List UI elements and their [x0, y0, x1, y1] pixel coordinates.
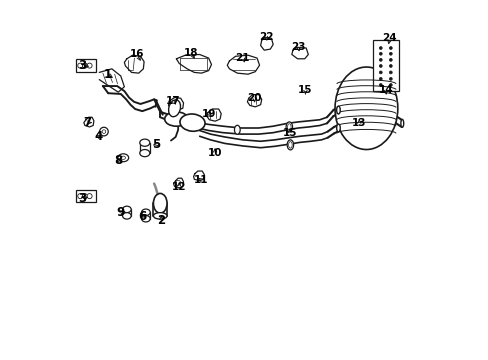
- Text: 8: 8: [114, 154, 122, 167]
- Circle shape: [388, 71, 391, 74]
- Ellipse shape: [168, 100, 180, 117]
- Text: 1: 1: [103, 68, 111, 81]
- Ellipse shape: [334, 67, 397, 149]
- Text: 24: 24: [382, 33, 396, 43]
- Ellipse shape: [164, 112, 187, 126]
- Ellipse shape: [142, 216, 150, 222]
- Text: 22: 22: [258, 32, 273, 41]
- Text: 23: 23: [290, 42, 305, 52]
- Circle shape: [82, 194, 87, 199]
- Text: 7: 7: [83, 116, 91, 129]
- Ellipse shape: [140, 139, 149, 146]
- Ellipse shape: [121, 156, 125, 159]
- Text: 2: 2: [157, 214, 165, 227]
- Text: 17: 17: [165, 96, 180, 106]
- Text: 21: 21: [235, 53, 249, 63]
- Circle shape: [379, 84, 382, 86]
- Circle shape: [102, 130, 105, 134]
- Ellipse shape: [285, 122, 292, 132]
- Ellipse shape: [234, 125, 240, 134]
- Circle shape: [379, 77, 382, 80]
- Ellipse shape: [336, 124, 340, 132]
- Ellipse shape: [180, 114, 204, 131]
- Text: 4: 4: [94, 130, 102, 144]
- Ellipse shape: [122, 206, 131, 213]
- Text: 15: 15: [283, 129, 297, 138]
- Text: 12: 12: [172, 182, 186, 192]
- Text: 15: 15: [298, 85, 312, 95]
- Circle shape: [87, 63, 92, 68]
- Text: 19: 19: [201, 109, 215, 119]
- Text: 13: 13: [351, 118, 366, 128]
- Bar: [76, 190, 96, 202]
- Text: 20: 20: [247, 93, 261, 103]
- Circle shape: [388, 64, 391, 67]
- Circle shape: [175, 180, 180, 185]
- Circle shape: [379, 71, 382, 74]
- Circle shape: [388, 52, 391, 55]
- Ellipse shape: [400, 120, 403, 127]
- Ellipse shape: [153, 193, 167, 213]
- Circle shape: [78, 63, 82, 68]
- Circle shape: [388, 46, 391, 49]
- Text: 3: 3: [78, 59, 86, 72]
- Bar: [372, 40, 398, 91]
- Text: 9: 9: [117, 206, 124, 219]
- Circle shape: [78, 194, 82, 199]
- Text: 16: 16: [129, 49, 144, 59]
- Text: 11: 11: [194, 175, 208, 185]
- Circle shape: [87, 194, 92, 199]
- Ellipse shape: [122, 213, 131, 219]
- Circle shape: [379, 58, 382, 61]
- Ellipse shape: [153, 213, 167, 219]
- Circle shape: [388, 84, 391, 86]
- Circle shape: [82, 63, 87, 68]
- Ellipse shape: [142, 209, 150, 216]
- Circle shape: [388, 77, 391, 80]
- Ellipse shape: [140, 149, 149, 157]
- Text: 3: 3: [78, 192, 86, 205]
- Circle shape: [388, 58, 391, 61]
- Text: 14: 14: [378, 85, 393, 95]
- Circle shape: [100, 127, 108, 136]
- Ellipse shape: [288, 141, 292, 148]
- Text: 6: 6: [138, 210, 146, 223]
- Text: 18: 18: [184, 48, 198, 58]
- Text: 5: 5: [152, 138, 161, 150]
- Text: 10: 10: [207, 148, 222, 158]
- Ellipse shape: [336, 106, 340, 114]
- Circle shape: [379, 46, 382, 49]
- Ellipse shape: [118, 154, 128, 162]
- Circle shape: [379, 52, 382, 55]
- Bar: [76, 59, 96, 72]
- Circle shape: [379, 64, 382, 67]
- Ellipse shape: [286, 140, 293, 150]
- Ellipse shape: [287, 124, 290, 130]
